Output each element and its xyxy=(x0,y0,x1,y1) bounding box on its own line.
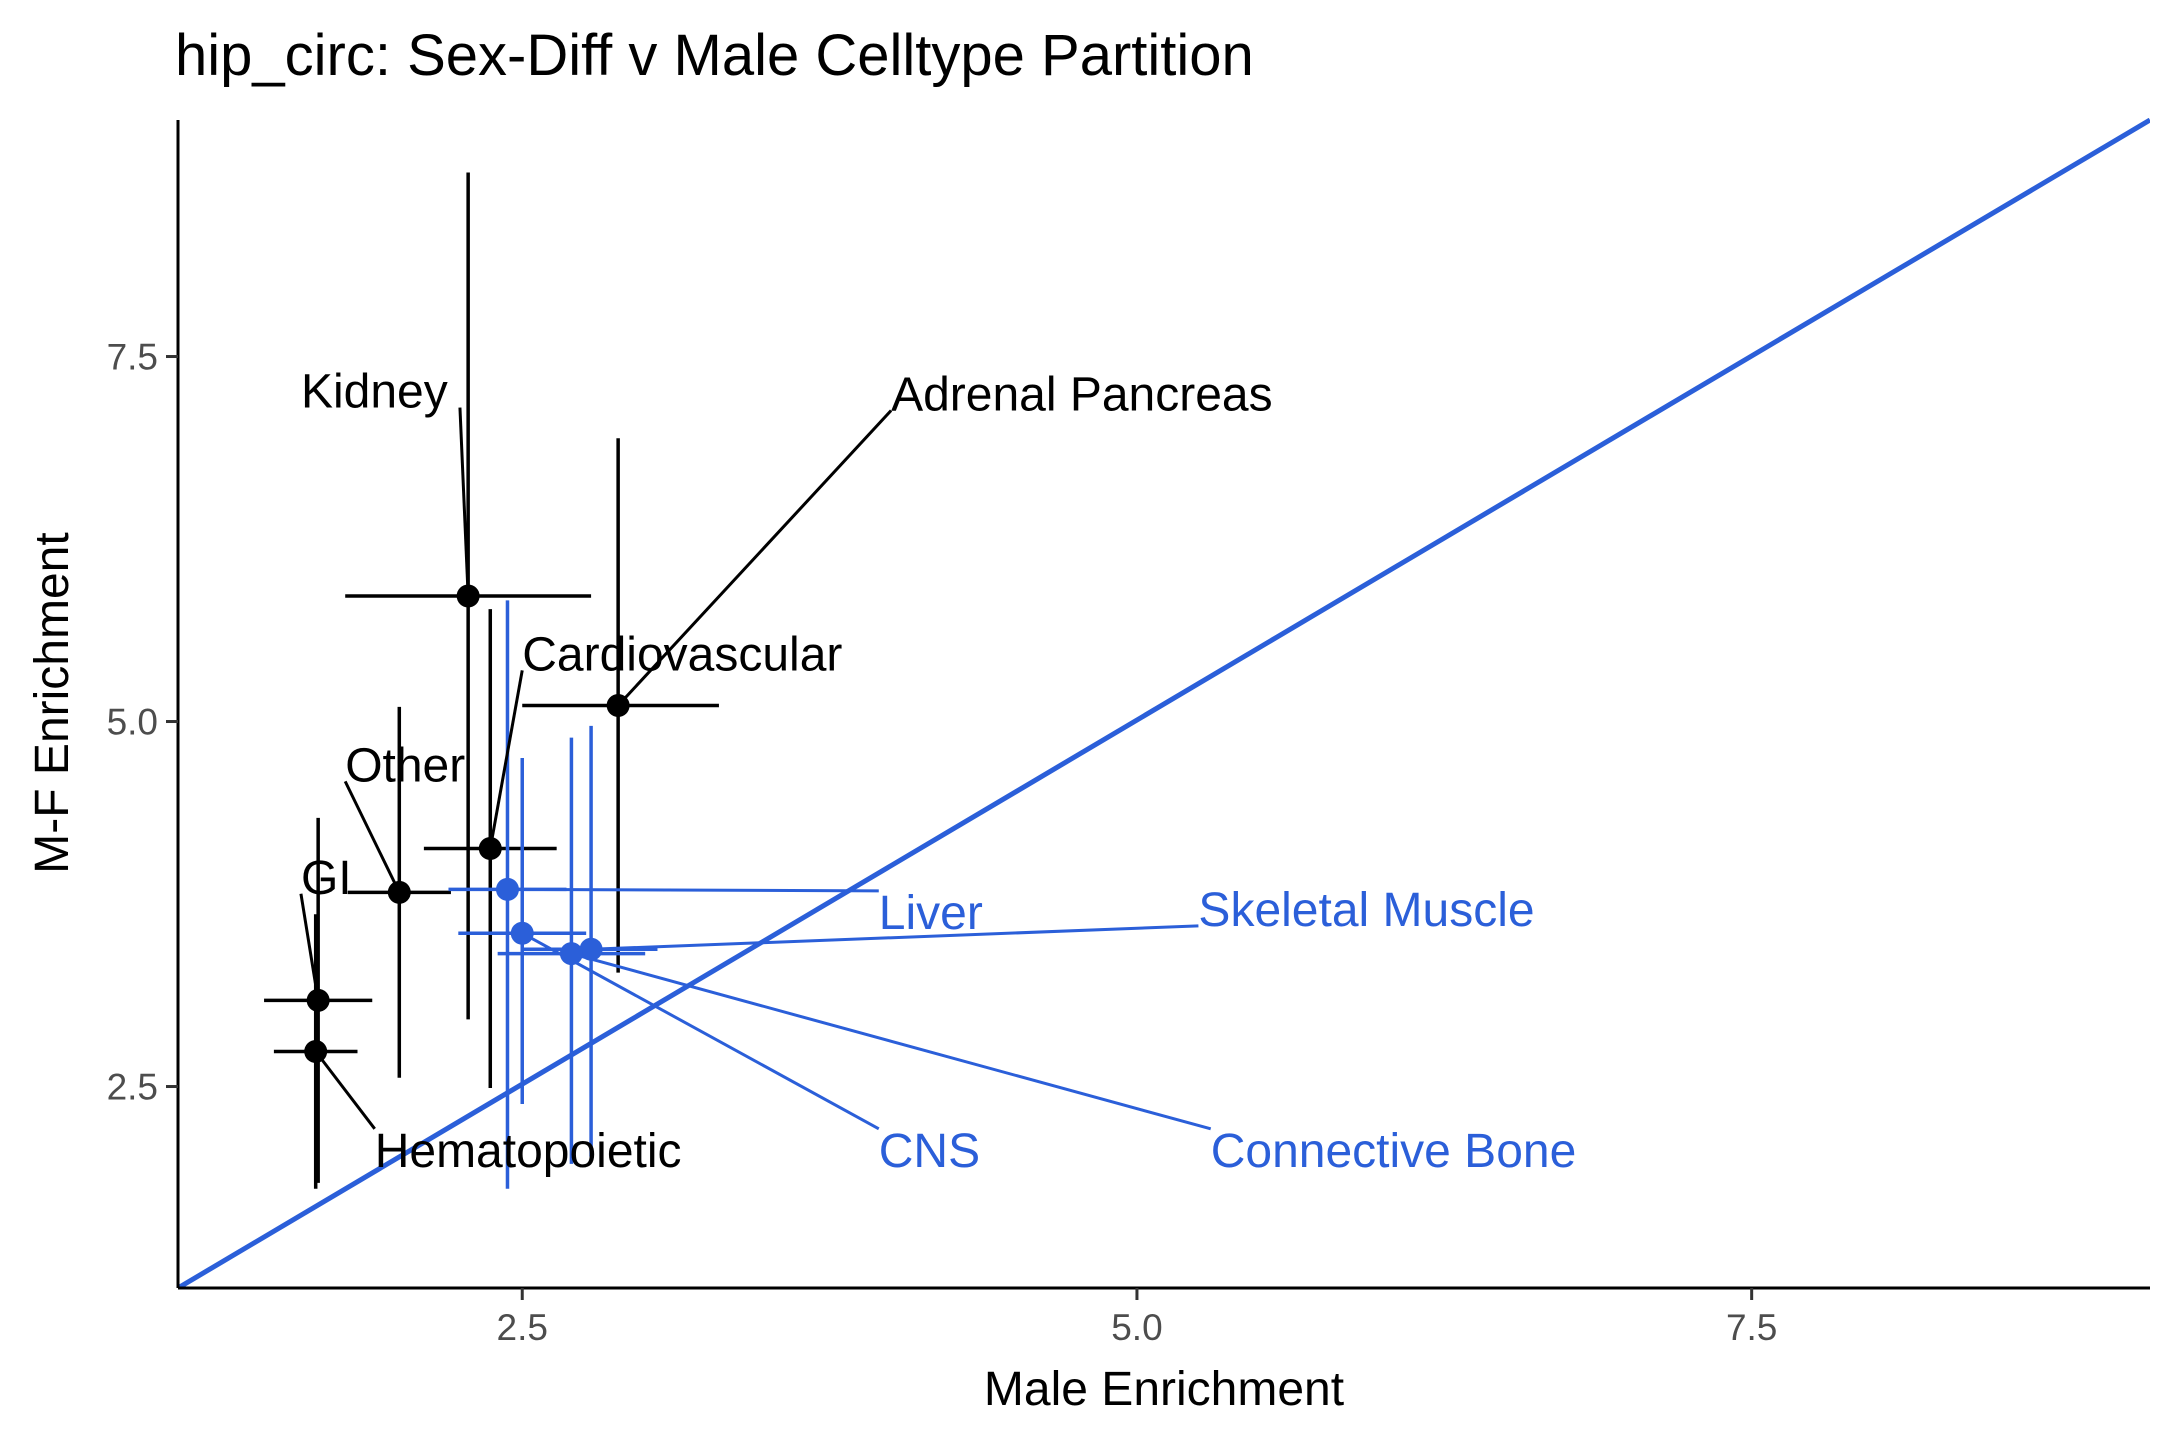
point-label: Hematopoietic xyxy=(375,1125,682,1178)
data-point xyxy=(387,880,411,904)
label-leader-line xyxy=(314,1050,376,1130)
data-point xyxy=(579,937,603,961)
x-tick-label: 2.5 xyxy=(497,1307,548,1348)
point-label: Adrenal Pancreas xyxy=(891,369,1273,422)
x-tick-label: 7.5 xyxy=(1726,1307,1777,1348)
label-leader-line xyxy=(299,893,320,1001)
y-tick-label: 2.5 xyxy=(107,1067,158,1108)
point-label: Cardiovascular xyxy=(522,628,842,681)
point-label: Kidney xyxy=(301,366,448,419)
y-tick-label: 5.0 xyxy=(107,702,158,743)
point-labels-group: Kidney Adrenal Pancreas Cardiovascular Othe… xyxy=(301,366,1576,1178)
ticks-layer: 2.5 5.0 7.5 2.5 5.0 7.5 xyxy=(107,337,1778,1348)
data-point xyxy=(559,942,583,966)
label-leader-line xyxy=(571,952,1212,1131)
label-leader-line xyxy=(591,924,1199,951)
data-point xyxy=(495,877,519,901)
leader-lines-group xyxy=(299,407,1212,1131)
point-label: Other xyxy=(345,739,465,792)
label-leader-line xyxy=(507,887,879,893)
data-point xyxy=(606,693,630,717)
data-point xyxy=(306,988,330,1012)
label-leader-line xyxy=(458,407,470,597)
label-leader-line xyxy=(343,780,401,893)
x-tick-label: 5.0 xyxy=(1111,1307,1162,1348)
y-tick-label: 7.5 xyxy=(107,337,158,378)
point-label: Liver xyxy=(879,887,983,940)
data-point xyxy=(478,837,502,861)
label-leader-line xyxy=(617,409,893,707)
y-axis-title: M-F Enrichment xyxy=(26,532,79,873)
data-layer: Kidney Adrenal Pancreas Cardiovascular Othe… xyxy=(264,172,1576,1189)
label-leader-line xyxy=(521,931,880,1131)
label-leader-line xyxy=(488,670,524,849)
point-label: Connective Bone xyxy=(1211,1125,1577,1178)
x-axis-title: Male Enrichment xyxy=(984,1363,1344,1416)
point-label: GI xyxy=(301,852,352,905)
data-point xyxy=(304,1039,328,1063)
points-group xyxy=(304,584,630,1063)
data-point xyxy=(456,584,480,608)
point-label: Skeletal Muscle xyxy=(1198,884,1534,937)
chart-title: hip_circ: Sex-Diff v Male Celltype Parti… xyxy=(175,23,1254,88)
point-label: CNS xyxy=(879,1125,980,1178)
data-point xyxy=(510,921,534,945)
